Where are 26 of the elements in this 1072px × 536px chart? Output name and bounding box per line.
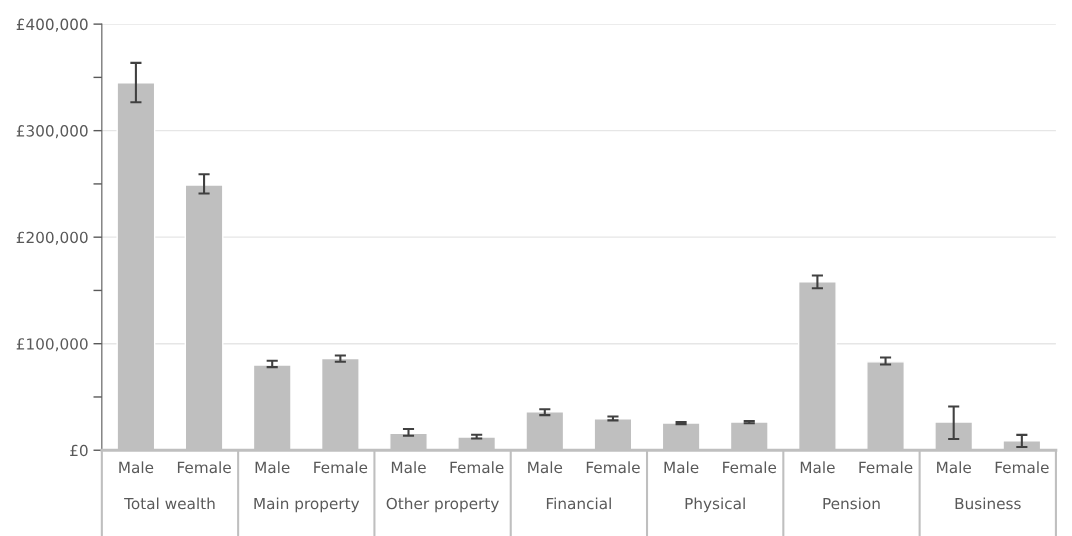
x-tick-label: Female [177,461,231,474]
text: Total wealth [124,497,215,510]
text: Financial [546,497,611,510]
x-tick-label: Female [450,461,504,474]
text: Physical [685,497,745,513]
y-tick-label: £0 [70,444,88,457]
y-tick-label: £300,000 [16,125,88,139]
x-tick-label: Male [391,461,426,474]
x-tick-label: Female [995,461,1049,474]
x-tick-label: Female [723,461,777,474]
y-tick-label: £200,000 [16,231,88,245]
x-tick-label: Male [937,461,971,474]
x-tick-label: Male [528,461,563,474]
x-tick-label: Male [800,461,835,474]
y-tick-label: £400,000 [16,18,88,32]
x-tick-label: Female [314,461,368,474]
y-tick-label: £100,000 [16,338,88,352]
text: Other property [386,497,499,513]
text: Pension [823,497,880,510]
x-tick-label: Male [664,461,699,474]
x-tick-label: Female [586,461,640,474]
x-tick-label: Female [859,461,913,474]
x-tick-label: Male [255,461,290,474]
x-tick-label: Male [119,461,154,474]
text: Business [955,497,1021,510]
text: Main property [254,497,360,513]
